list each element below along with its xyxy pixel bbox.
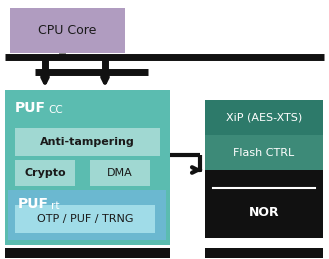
Text: OTP / PUF / TRNG: OTP / PUF / TRNG [37,214,133,224]
Text: Flash CTRL: Flash CTRL [233,147,295,157]
Text: XiP (AES-XTS): XiP (AES-XTS) [226,112,302,123]
Bar [10,8,125,53]
Text: rt: rt [51,201,60,211]
Bar [15,128,160,156]
Bar [205,100,323,135]
Bar [90,160,150,186]
Bar [205,170,323,238]
Bar [5,90,170,245]
Bar [15,205,155,233]
Text: NOR: NOR [249,206,279,219]
Text: CPU Core: CPU Core [38,24,97,37]
Text: PUF: PUF [15,101,46,115]
Bar [15,160,75,186]
Bar [205,135,323,170]
Text: DMA: DMA [107,168,133,178]
Bar [5,248,170,258]
Text: Anti-tampering: Anti-tampering [40,137,135,147]
Bar [205,248,323,258]
Bar [8,190,166,240]
Text: CC: CC [48,105,63,115]
Text: PUF: PUF [18,197,49,211]
Text: Crypto: Crypto [24,168,66,178]
